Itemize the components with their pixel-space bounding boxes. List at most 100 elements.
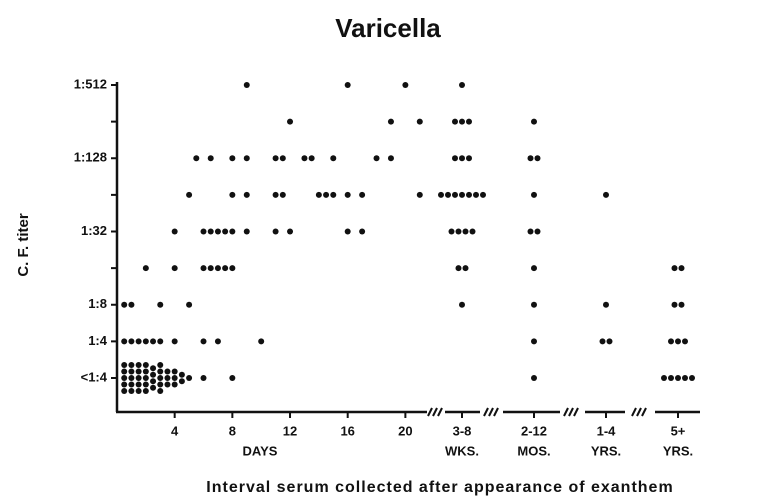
data-point — [531, 375, 537, 381]
axes — [115, 82, 700, 417]
data-point — [128, 381, 135, 388]
x-tick-label: 1-4 — [597, 423, 617, 438]
data-point — [128, 362, 135, 368]
data-point — [142, 338, 149, 345]
data-point — [229, 155, 236, 162]
data-point — [452, 191, 458, 198]
data-point — [272, 228, 279, 235]
data-point — [527, 228, 534, 235]
data-point — [121, 375, 128, 381]
data-point — [157, 362, 164, 368]
data-point — [121, 388, 128, 394]
data-point — [675, 375, 681, 381]
data-point — [142, 381, 149, 388]
data-point — [466, 118, 472, 125]
data-point — [142, 388, 149, 394]
data-point — [157, 338, 164, 345]
data-point — [229, 191, 236, 198]
y-tick-label: 1:128 — [74, 150, 107, 165]
data-point — [359, 228, 366, 235]
data-point — [193, 155, 200, 162]
data-point — [164, 381, 171, 388]
data-point — [466, 155, 472, 162]
data-point — [186, 191, 193, 198]
data-point — [164, 375, 171, 381]
data-point — [150, 371, 157, 378]
data-point — [150, 338, 157, 345]
data-point — [171, 368, 178, 375]
data-point — [455, 228, 462, 235]
x-tick-label: 3-8 — [453, 423, 472, 438]
y-tick-label: 1:512 — [74, 76, 107, 91]
data-point — [200, 265, 207, 272]
y-axis-label: C. F. titer — [15, 213, 32, 277]
data-point — [157, 381, 164, 388]
data-point — [178, 371, 185, 378]
data-point — [459, 82, 465, 88]
data-point — [214, 228, 221, 235]
data-point — [135, 362, 142, 368]
data-point — [445, 191, 451, 198]
x-tick-label: 2-12 — [521, 423, 547, 438]
x-tick-label: MOS. — [517, 443, 550, 458]
data-point — [207, 265, 214, 272]
data-point — [359, 191, 366, 198]
data-point — [222, 228, 229, 235]
x-unit-label: DAYS — [243, 443, 278, 458]
data-point — [462, 228, 469, 235]
data-point — [128, 338, 135, 345]
data-point — [661, 375, 667, 381]
data-point — [462, 265, 469, 272]
data-point — [157, 375, 164, 381]
data-point — [142, 375, 149, 381]
x-axis-label: Interval serum collected after appearanc… — [206, 479, 673, 496]
data-point — [200, 228, 207, 235]
data-point — [142, 368, 149, 375]
data-point — [229, 265, 236, 272]
data-point — [222, 265, 229, 272]
data-point — [531, 118, 537, 125]
data-point — [480, 191, 486, 198]
x-tick-label: 12 — [283, 423, 297, 438]
data-point — [171, 375, 178, 381]
data-point — [402, 82, 409, 88]
data-point — [128, 368, 135, 375]
data-point — [416, 191, 423, 198]
data-point — [448, 228, 455, 235]
data-point — [344, 228, 351, 235]
data-point — [214, 338, 221, 345]
data-point — [279, 155, 286, 162]
data-point — [459, 155, 465, 162]
data-point — [186, 301, 193, 308]
data-point — [128, 301, 135, 308]
data-point — [682, 338, 688, 345]
y-tick-label: <1:4 — [81, 369, 108, 384]
data-point — [531, 301, 537, 308]
x-tick-label: YRS. — [591, 443, 621, 458]
data-point — [135, 375, 142, 381]
data-point — [214, 265, 221, 272]
data-point — [207, 155, 214, 162]
data-point — [452, 155, 458, 162]
data-point — [121, 368, 128, 375]
data-point — [171, 381, 178, 388]
data-point — [599, 338, 606, 345]
data-point — [243, 82, 250, 88]
data-point — [135, 388, 142, 394]
data-point — [455, 265, 462, 272]
data-point — [121, 301, 128, 308]
data-point — [459, 118, 465, 125]
data-point — [128, 375, 135, 381]
data-point — [243, 228, 250, 235]
data-point — [150, 378, 157, 385]
x-tick-label: 4 — [171, 423, 179, 438]
data-point — [150, 365, 157, 372]
data-point — [178, 378, 185, 385]
data-point — [323, 191, 330, 198]
data-point — [279, 191, 286, 198]
data-point — [527, 155, 534, 162]
data-point — [157, 368, 164, 375]
data-point — [200, 375, 207, 381]
x-tick-label: YRS. — [663, 443, 693, 458]
